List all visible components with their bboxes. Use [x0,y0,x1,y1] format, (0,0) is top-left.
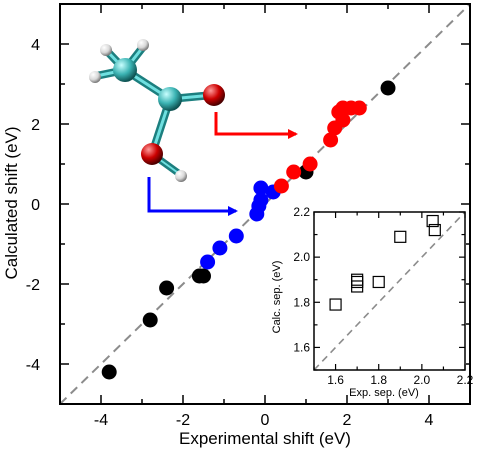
hydroxyl-oxygen-atom [141,143,163,165]
inset-x-axis-label: Exp. sep. (eV) [349,387,419,399]
x-tick-label: -4 [94,412,108,429]
inset-data-point [426,214,439,228]
y-tick-label: 0 [31,197,40,214]
acetic-acid-molecule-illustration [89,39,225,182]
data-point [335,112,351,128]
y-tick-label: 4 [31,37,40,54]
x-tick-label: 4 [425,412,434,429]
data-point [200,254,216,270]
main-data-points [101,80,396,380]
inset-frame [313,211,466,371]
y-tick-label: 2 [31,117,40,134]
methyl-carbon-atom [113,58,137,82]
inset-plot: 1.6 1.8 2.0 2.2 1.6 1.8 2.0 2.2 Exp. sep. (eV)… [271,205,474,399]
data-point [380,80,396,96]
inset-x-tick-label: 1.6 [327,373,344,387]
x-axis-label: Experimental shift (eV) [179,429,351,448]
inset-y-axis-label: Calc. sep. (eV) [271,261,283,334]
inset-x-tick-label: 2.0 [414,373,431,387]
inset-y-tick-label: 1.6 [293,340,310,354]
y-axis-label: Calculated shift (eV) [2,126,21,279]
inset-data-point [351,273,364,286]
data-point [273,178,289,194]
x-tick-label: 2 [343,412,352,429]
data-point [196,268,211,284]
inset-y-tick-labels: 1.6 1.8 2.0 2.2 [293,205,310,354]
hydrogen-atom [100,44,112,56]
inset-y-tick-label: 1.8 [293,295,310,309]
inset-x-tick-label: 2.2 [457,373,474,387]
hydrogen-atom [137,39,149,51]
inset-y-tick-label: 2.2 [293,205,310,219]
inset-x-tick-labels: 1.6 1.8 2.0 2.2 [327,373,473,387]
data-point [253,192,269,208]
data-point [302,156,318,172]
inset-reference-line [313,211,466,371]
y-tick-label: -2 [26,277,40,294]
data-point [228,228,244,244]
data-point [351,100,367,116]
data-point [101,364,117,380]
x-tick-label: -2 [176,412,190,429]
hydrogen-atom [89,71,101,83]
data-point [212,240,228,256]
inset-y-tick-label: 2.0 [293,250,310,264]
inset-tick-marks [313,211,466,371]
data-point [323,132,339,148]
inset-data-point [372,275,385,289]
x-tick-label: 0 [261,412,270,429]
y-tick-label: -4 [26,357,40,374]
data-point [159,280,175,296]
carbonyl-oxygen-atom [203,84,225,106]
data-point [286,164,302,180]
inset-data-point [428,223,441,237]
carboxyl-carbon-atom [158,87,182,111]
carbonyl-oxygen-arrow [214,112,298,139]
inset-data-point [329,298,342,311]
x-tick-labels: -4 -2 0 2 4 [94,412,434,429]
inset-x-tick-label: 1.8 [370,373,387,387]
inset-data-point [394,230,407,243]
hydroxyl-oxygen-arrow [147,177,238,216]
inset-data-points [329,214,441,311]
main-tick-marks [59,3,471,405]
y-tick-labels: -4 -2 0 2 4 [26,37,40,374]
data-point [142,312,158,328]
hydrogen-atom [175,170,187,182]
data-point [253,180,269,196]
